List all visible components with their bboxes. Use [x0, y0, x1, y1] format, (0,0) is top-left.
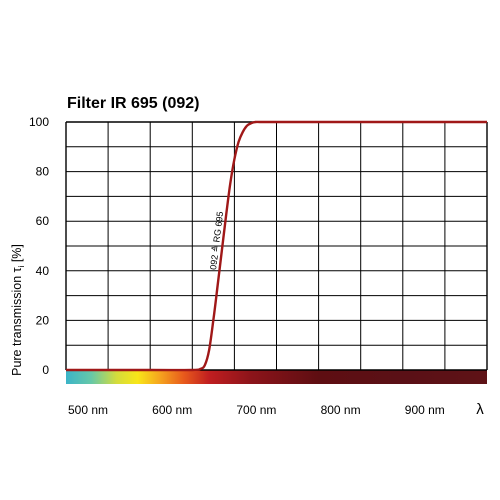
x-tick-label: 900 nm — [405, 403, 445, 417]
y-tick-labels: 0 20 40 60 80 100 — [29, 115, 49, 377]
y-tick-label: 0 — [42, 363, 49, 377]
y-tick-label: 80 — [36, 165, 50, 179]
chart-title: Filter IR 695 (092) — [67, 95, 200, 112]
y-tick-label: 100 — [29, 115, 49, 129]
y-tick-label: 40 — [36, 264, 50, 278]
x-axis-symbol: λ — [476, 401, 484, 418]
spectrum-color-bar — [66, 370, 487, 384]
x-tick-labels: 500 nm 600 nm 700 nm 800 nm 900 nm — [68, 403, 445, 417]
y-axis-label: Pure transmission τi [%] — [10, 244, 26, 376]
grid — [65, 121, 488, 371]
y-tick-label: 60 — [36, 214, 50, 228]
x-tick-label: 800 nm — [321, 403, 361, 417]
y-tick-label: 20 — [36, 313, 50, 327]
x-tick-label: 600 nm — [152, 403, 192, 417]
x-tick-label: 500 nm — [68, 403, 108, 417]
x-tick-label: 700 nm — [236, 403, 276, 417]
transmission-curve — [65, 120, 487, 372]
